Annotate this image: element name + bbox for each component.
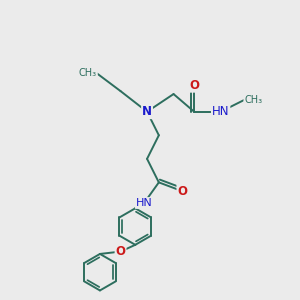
Text: HN: HN bbox=[136, 198, 152, 208]
Text: O: O bbox=[177, 185, 188, 198]
Text: O: O bbox=[116, 245, 126, 258]
Text: O: O bbox=[189, 79, 199, 92]
Text: N: N bbox=[142, 105, 152, 118]
Text: CH₃: CH₃ bbox=[79, 68, 97, 78]
Text: CH₃: CH₃ bbox=[244, 95, 262, 105]
Text: HN: HN bbox=[212, 105, 230, 118]
